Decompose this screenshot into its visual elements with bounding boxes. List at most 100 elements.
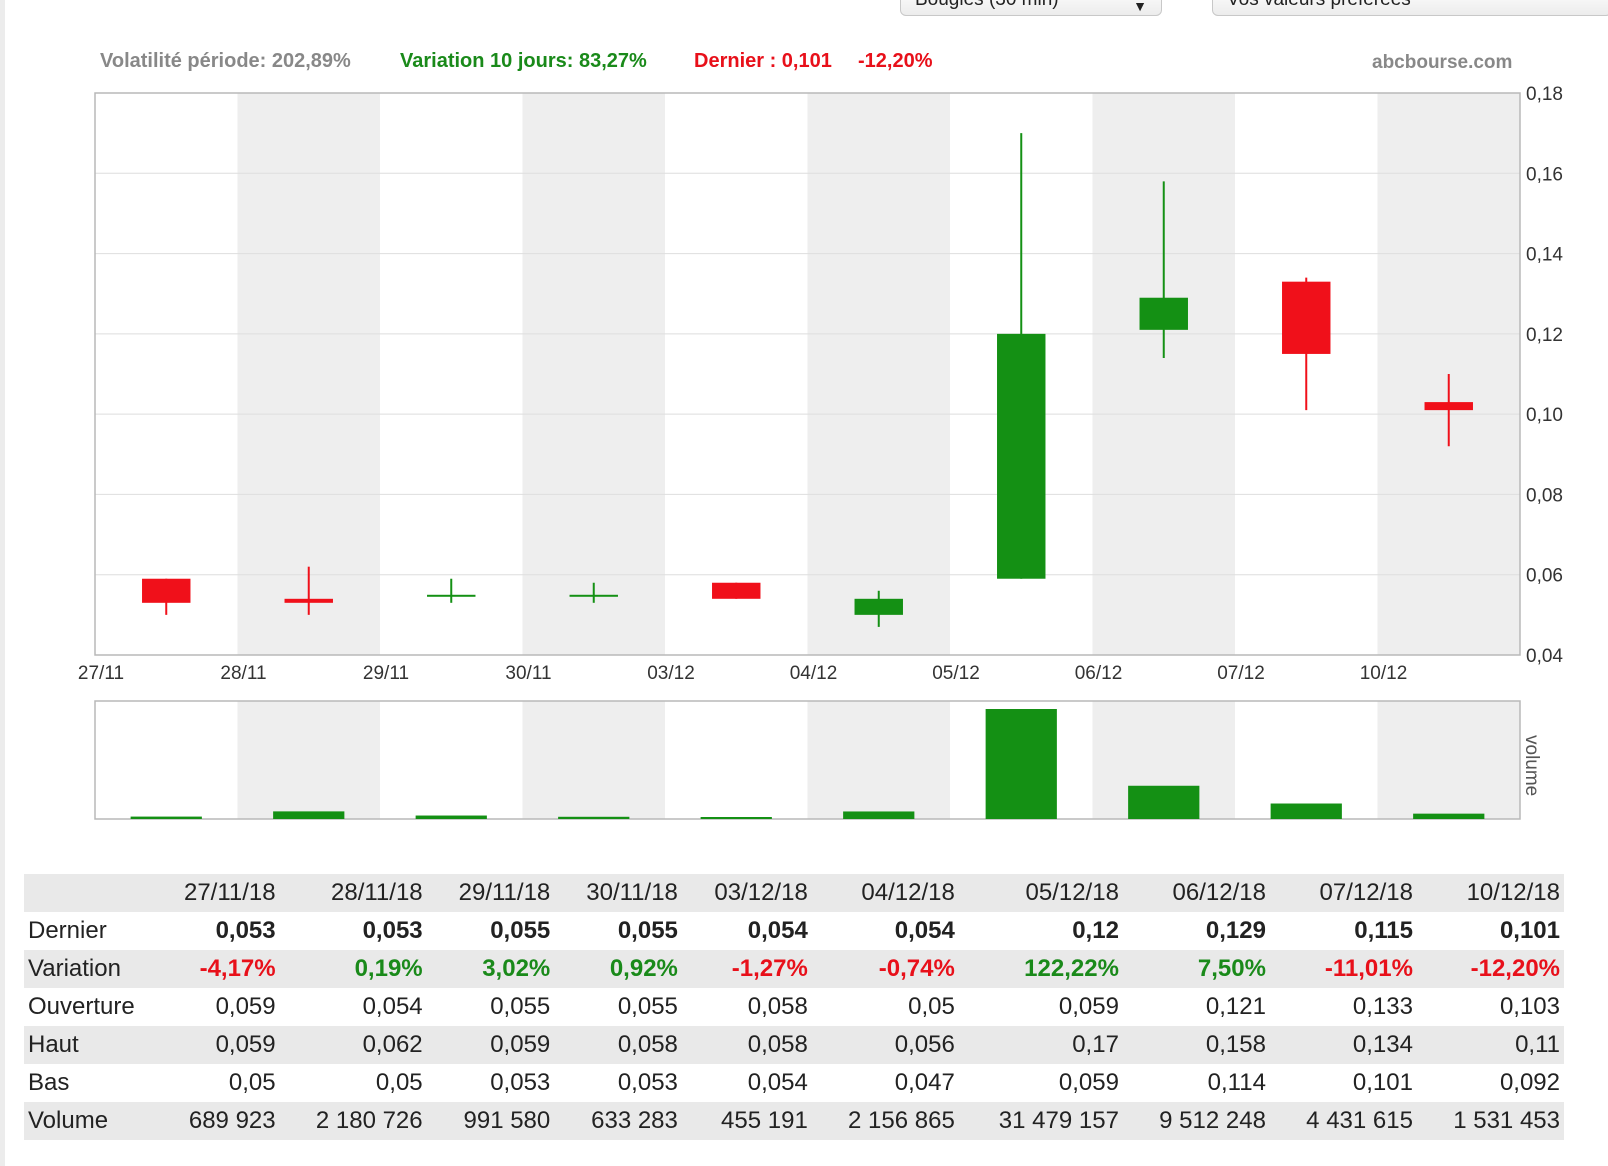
- table-cell: 0,11: [1515, 1031, 1560, 1058]
- y-tick-label: 0,12: [1526, 325, 1563, 346]
- left-edge: [0, 0, 5, 1166]
- table-cell: -0,74%: [878, 955, 955, 982]
- table-date-header: 30/11/18: [586, 879, 678, 906]
- candle-body: [1282, 281, 1331, 354]
- table-row-label: Volume: [28, 1107, 109, 1134]
- y-tick-label: 0,18: [1526, 84, 1563, 105]
- y-tick-label: 0,16: [1526, 164, 1563, 185]
- table-date-header: 10/12/18: [1466, 879, 1560, 906]
- volume-bar: [700, 817, 772, 819]
- table-cell: 689 923: [188, 1107, 276, 1134]
- table-cell: 0,053: [215, 917, 276, 944]
- table-cell: 0,17: [1072, 1031, 1119, 1058]
- table-row-label: Variation: [28, 955, 121, 982]
- table-corner: [24, 874, 152, 912]
- x-tick-label: 05/12: [932, 663, 980, 684]
- x-tick-label: 29/11: [363, 663, 409, 684]
- volume-day-band: [522, 701, 665, 819]
- table-cell: 0,059: [1058, 1069, 1119, 1096]
- x-tick-label: 07/12: [1217, 663, 1265, 684]
- candle-body: [854, 598, 903, 615]
- x-tick-label: 10/12: [1360, 663, 1408, 684]
- brand-label: abcbourse.com: [1372, 52, 1513, 73]
- table-cell: 0,158: [1205, 1031, 1266, 1058]
- chart-type-select[interactable]: Bougies (30 min) ▼: [900, 0, 1162, 16]
- price-chart: 0,04 0,06 0,08 0,10 0,12 0,14 0,16 0,18 27/11 28…: [78, 84, 1563, 684]
- table-date-header: 27/11/18: [183, 879, 276, 906]
- table-cell: 0,129: [1205, 917, 1266, 944]
- volume-bar: [1128, 785, 1200, 819]
- candle-body: [1424, 402, 1473, 411]
- table-row: Haut 0,059 0,062 0,059 0,058 0,058 0,056 0,17 0,…: [24, 1026, 1564, 1064]
- table-cell: 0,103: [1499, 993, 1560, 1020]
- y-tick-label: 0,14: [1526, 245, 1563, 266]
- table-cell: 633 283: [591, 1107, 678, 1134]
- table-row: Ouverture 0,059 0,054 0,055 0,055 0,058 0,05 0,…: [24, 988, 1564, 1026]
- chevron-down-icon: ▼: [1133, 0, 1147, 14]
- table-cell: 0,055: [490, 993, 551, 1020]
- volume-bar: [1413, 813, 1485, 819]
- x-tick-label: 06/12: [1075, 663, 1123, 684]
- table-date-header: 07/12/18: [1319, 879, 1413, 906]
- table-cell: 0,059: [215, 993, 276, 1020]
- table-cell: 0,134: [1352, 1031, 1413, 1058]
- table-cell: -4,17%: [199, 955, 276, 982]
- table-cell: 0,053: [490, 1069, 551, 1096]
- table-cell: 0,056: [894, 1031, 955, 1058]
- candle-body: [1139, 297, 1188, 330]
- chart-type-select-value: Bougies (30 min): [915, 0, 1059, 10]
- candle-body: [284, 598, 333, 603]
- x-tick-label: 30/11: [505, 663, 551, 684]
- table-row: Bas 0,05 0,05 0,053 0,053 0,054 0,047 0,059 0,11…: [24, 1064, 1564, 1102]
- table-cell: 0,121: [1205, 993, 1266, 1020]
- table-cell: 0,092: [1499, 1069, 1560, 1096]
- table-cell: 0,12: [1072, 917, 1119, 944]
- table-cell: 9 512 248: [1159, 1107, 1266, 1134]
- table-cell: 0,055: [617, 993, 678, 1020]
- table-cell: 0,101: [1352, 1069, 1413, 1096]
- table-cell: 0,101: [1499, 917, 1560, 944]
- table-cell: 0,059: [1058, 993, 1119, 1020]
- table-cell: -12,20%: [1470, 955, 1560, 982]
- day-band: [1092, 93, 1235, 655]
- table-cell: 0,05: [228, 1069, 276, 1096]
- daily-stats-table: 27/11/18 28/11/18 29/11/18 30/11/18 03/12/18…: [24, 874, 1564, 1140]
- x-tick-label: 03/12: [647, 663, 695, 684]
- favorites-select-value: Vos valeurs préférées: [1227, 0, 1411, 10]
- table-date-header: 29/11/18: [458, 879, 551, 906]
- day-band: [807, 93, 950, 655]
- candle-body: [427, 594, 476, 597]
- volume-day-band: [807, 701, 950, 819]
- table-cell: -1,27%: [731, 955, 808, 982]
- volume-bar: [1270, 803, 1342, 819]
- table-cell: 991 580: [463, 1107, 551, 1134]
- table-cell: 31 479 157: [998, 1107, 1119, 1134]
- table-row-label: Bas: [28, 1069, 70, 1096]
- table-row-label: Dernier: [28, 917, 107, 944]
- favorites-select[interactable]: Vos valeurs préférées: [1212, 0, 1608, 16]
- table-cell: 0,19%: [354, 955, 423, 982]
- y-tick-label: 0,10: [1526, 405, 1563, 426]
- volume-chart: volume: [94, 700, 1542, 820]
- table-cell: 0,133: [1352, 993, 1413, 1020]
- table-row-label: Haut: [28, 1031, 79, 1058]
- table-cell: 2 180 726: [315, 1107, 423, 1134]
- volatility-stat: Volatilité période: 202,89%: [100, 50, 351, 72]
- y-tick-label: 0,04: [1526, 646, 1563, 667]
- table-cell: 7,50%: [1197, 955, 1266, 982]
- y-tick-label: 0,06: [1526, 566, 1563, 587]
- table-cell: 0,054: [894, 917, 955, 944]
- table-cell: 0,92%: [609, 955, 678, 982]
- table-cell: 0,058: [617, 1031, 678, 1058]
- table-cell: 0,054: [747, 917, 808, 944]
- table-cell: 3,02%: [482, 955, 551, 982]
- table-cell: 0,047: [894, 1069, 955, 1096]
- y-tick-label: 0,08: [1526, 485, 1563, 506]
- table-cell: 0,055: [617, 917, 678, 944]
- table-date-header: 28/11/18: [331, 879, 423, 906]
- candle-body: [997, 333, 1046, 579]
- table-cell: 0,05: [908, 993, 955, 1020]
- table-date-header: 04/12/18: [861, 879, 955, 906]
- table-row-label: Ouverture: [28, 993, 135, 1020]
- x-tick-label: 27/11: [78, 663, 124, 684]
